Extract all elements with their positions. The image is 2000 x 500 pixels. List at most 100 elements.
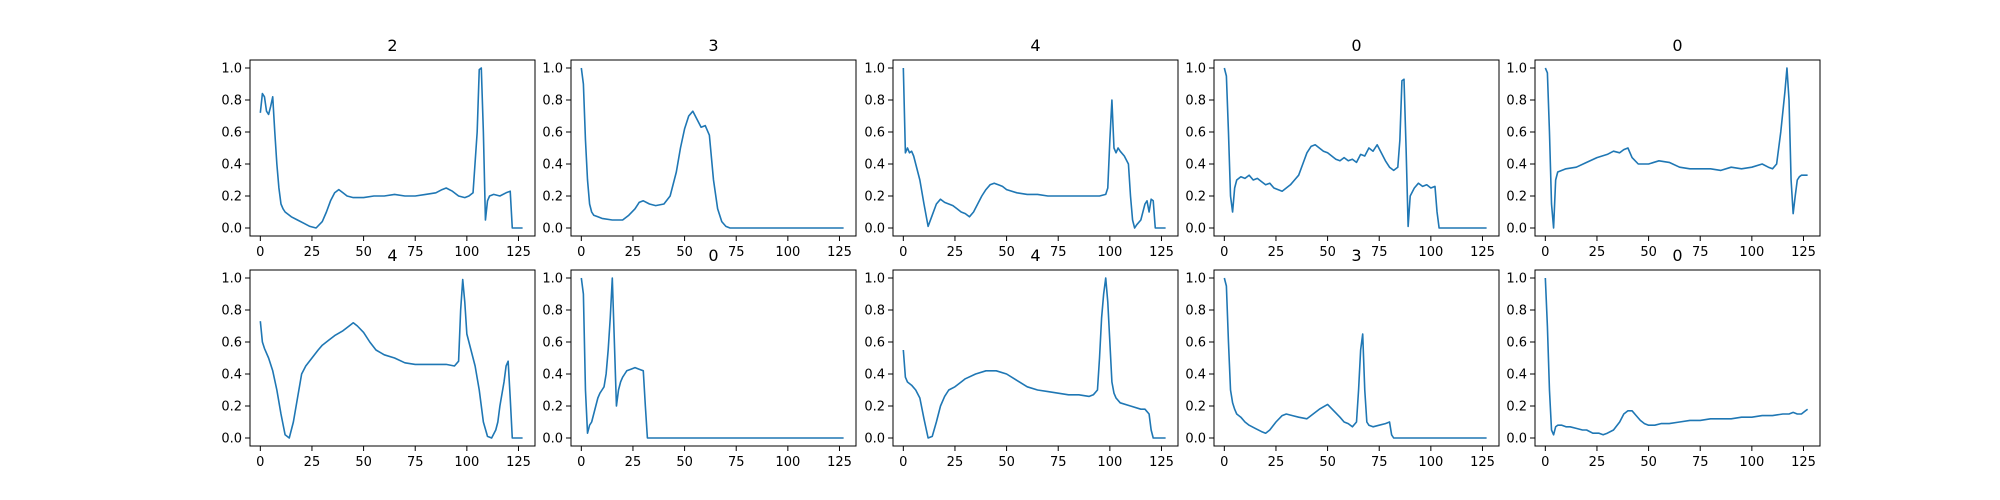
x-tick-label: 125 bbox=[1149, 245, 1174, 260]
subplot-3: 4 0 25 50 75 100 125 0.0 0.2 0.4 0.6 0.8 1.0 bbox=[864, 36, 1179, 260]
series-line bbox=[1544, 67, 1808, 229]
series-line bbox=[902, 67, 1166, 229]
x-tick-label: 25 bbox=[1268, 455, 1285, 470]
y-tick-label: 0.0 bbox=[1506, 432, 1527, 447]
y-tick-label: 0.4 bbox=[864, 158, 885, 173]
y-tick-label: 0.4 bbox=[221, 368, 242, 383]
x-tick-label: 100 bbox=[1418, 455, 1443, 470]
y-tick-label: 0.0 bbox=[221, 432, 242, 447]
x-tick-label: 50 bbox=[1640, 245, 1657, 260]
y-tick-label: 1.0 bbox=[1185, 62, 1206, 77]
axes-frame bbox=[1213, 59, 1500, 237]
y-tick-label: 0.8 bbox=[1506, 304, 1527, 319]
y-tick-label: 1.0 bbox=[542, 272, 563, 287]
x-tick-label: 100 bbox=[454, 245, 479, 260]
axes-frame bbox=[570, 59, 857, 237]
x-tick-label: 50 bbox=[355, 245, 372, 260]
axes-frame bbox=[892, 59, 1179, 237]
x-tick-label: 50 bbox=[1319, 455, 1336, 470]
y-tick-label: 0.8 bbox=[221, 304, 242, 319]
x-tick-label: 125 bbox=[1470, 245, 1495, 260]
series-line bbox=[902, 277, 1166, 439]
y-tick-label: 0.8 bbox=[1506, 94, 1527, 109]
subplot-title: 4 bbox=[1030, 246, 1040, 265]
x-tick-label: 25 bbox=[1268, 245, 1285, 260]
y-tick-label: 0.6 bbox=[542, 336, 563, 351]
y-tick-label: 0.4 bbox=[221, 158, 242, 173]
y-tick-label: 0.2 bbox=[864, 400, 885, 415]
subplot-title: 0 bbox=[1351, 36, 1361, 55]
x-tick-label: 100 bbox=[1739, 245, 1764, 260]
y-tick-label: 1.0 bbox=[1185, 272, 1206, 287]
subplot-8: 4 0 25 50 75 100 125 0.0 0.2 0.4 0.6 0.8 1.0 bbox=[864, 246, 1179, 470]
y-tick-label: 0.2 bbox=[221, 400, 242, 415]
subplot-7: 0 0 25 50 75 100 125 0.0 0.2 0.4 0.6 0.8 1.0 bbox=[542, 246, 857, 470]
axes-frame bbox=[1534, 269, 1821, 447]
axes-frame bbox=[892, 269, 1179, 447]
subplot-title: 0 bbox=[1672, 246, 1682, 265]
subplot-6: 4 0 25 50 75 100 125 0.0 0.2 0.4 0.6 0.8 1.0 bbox=[221, 246, 536, 470]
subplot-4: 0 0 25 50 75 100 125 0.0 0.2 0.4 0.6 0.8 1.0 bbox=[1185, 36, 1500, 260]
x-tick-label: 75 bbox=[407, 245, 424, 260]
y-tick-label: 1.0 bbox=[542, 62, 563, 77]
x-tick-label: 0 bbox=[577, 245, 585, 260]
y-tick-label: 0.2 bbox=[542, 400, 563, 415]
x-tick-label: 100 bbox=[775, 455, 800, 470]
x-tick-label: 125 bbox=[1791, 245, 1816, 260]
subplot-title: 3 bbox=[708, 36, 718, 55]
axes-frame bbox=[1213, 269, 1500, 447]
y-tick-label: 0.2 bbox=[864, 190, 885, 205]
x-tick-label: 75 bbox=[1692, 455, 1709, 470]
series-line bbox=[259, 67, 523, 229]
subplot-2: 3 0 25 50 75 100 125 0.0 0.2 0.4 0.6 0.8 1.0 bbox=[542, 36, 857, 260]
x-tick-label: 0 bbox=[1220, 245, 1228, 260]
x-tick-label: 125 bbox=[506, 455, 531, 470]
y-tick-label: 0.4 bbox=[542, 368, 563, 383]
y-tick-label: 0.4 bbox=[864, 368, 885, 383]
y-tick-label: 1.0 bbox=[1506, 62, 1527, 77]
x-tick-label: 100 bbox=[1097, 455, 1122, 470]
x-tick-label: 0 bbox=[1220, 455, 1228, 470]
x-tick-label: 50 bbox=[998, 245, 1015, 260]
subplot-title: 0 bbox=[1672, 36, 1682, 55]
x-tick-label: 0 bbox=[256, 245, 264, 260]
y-tick-label: 0.8 bbox=[542, 94, 563, 109]
x-tick-label: 75 bbox=[728, 455, 745, 470]
x-tick-label: 75 bbox=[1371, 245, 1388, 260]
series-line bbox=[580, 277, 844, 439]
series-line bbox=[1223, 277, 1487, 439]
x-tick-label: 0 bbox=[577, 455, 585, 470]
y-tick-label: 0.0 bbox=[1185, 432, 1206, 447]
y-tick-label: 0.6 bbox=[864, 336, 885, 351]
y-tick-label: 0.0 bbox=[542, 432, 563, 447]
series-line bbox=[259, 278, 523, 439]
y-tick-label: 1.0 bbox=[864, 62, 885, 77]
y-tick-label: 0.0 bbox=[864, 432, 885, 447]
y-tick-label: 0.6 bbox=[864, 126, 885, 141]
axes-frame bbox=[249, 59, 536, 237]
y-tick-label: 0.0 bbox=[1506, 222, 1527, 237]
x-tick-label: 50 bbox=[1640, 455, 1657, 470]
x-tick-label: 125 bbox=[1470, 455, 1495, 470]
y-tick-label: 0.6 bbox=[542, 126, 563, 141]
y-tick-label: 0.6 bbox=[221, 336, 242, 351]
x-tick-label: 75 bbox=[1050, 245, 1067, 260]
y-tick-label: 0.4 bbox=[1185, 368, 1206, 383]
y-tick-label: 0.8 bbox=[864, 94, 885, 109]
x-tick-label: 0 bbox=[256, 455, 264, 470]
x-tick-label: 25 bbox=[625, 455, 642, 470]
x-tick-label: 25 bbox=[625, 245, 642, 260]
y-tick-label: 0.0 bbox=[221, 222, 242, 237]
y-tick-label: 1.0 bbox=[221, 272, 242, 287]
y-tick-label: 0.8 bbox=[542, 304, 563, 319]
x-tick-label: 50 bbox=[676, 245, 693, 260]
y-tick-label: 0.6 bbox=[1185, 336, 1206, 351]
x-tick-label: 25 bbox=[304, 245, 321, 260]
x-tick-label: 75 bbox=[1692, 245, 1709, 260]
x-tick-label: 25 bbox=[304, 455, 321, 470]
subplot-9: 3 0 25 50 75 100 125 0.0 0.2 0.4 0.6 0.8 1.0 bbox=[1185, 246, 1500, 470]
x-tick-label: 125 bbox=[1149, 455, 1174, 470]
axes-frame bbox=[570, 269, 857, 447]
y-tick-label: 0.4 bbox=[1506, 368, 1527, 383]
